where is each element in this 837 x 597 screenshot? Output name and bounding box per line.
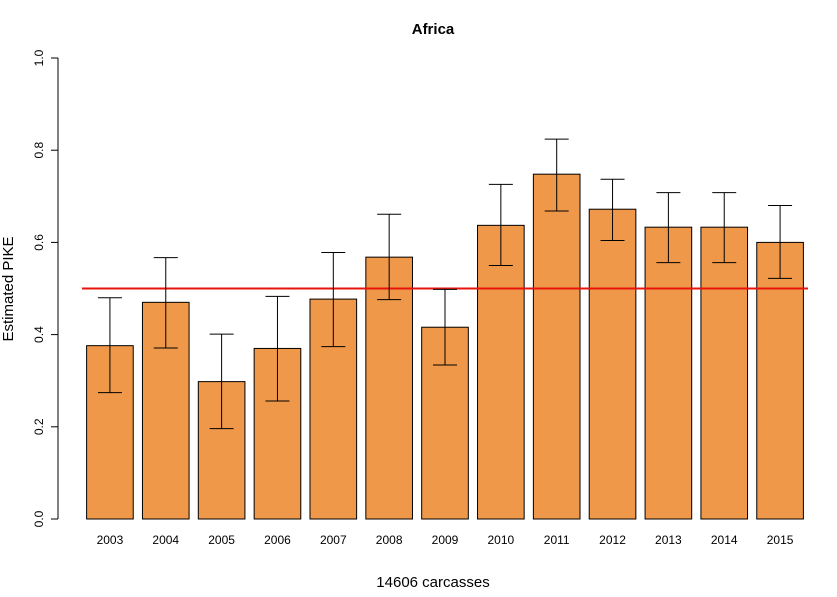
x-tick-label: 2007 <box>320 533 347 547</box>
x-axis-ticks: 2003 2004 2005 2006 2007 2008 2009 2010 2011 2012… <box>97 533 794 547</box>
x-axis-label: 14606 carcasses <box>376 574 489 591</box>
y-tick-label: 0.4 <box>32 326 46 343</box>
bar-2014 <box>700 226 749 520</box>
y-tick-label: 0.8 <box>32 142 46 159</box>
bar-2008 <box>365 256 413 520</box>
error-bars <box>97 138 793 430</box>
y-tick-label: 0.2 <box>32 418 46 435</box>
x-tick-label: 2005 <box>208 533 235 547</box>
x-tick-label: 2003 <box>97 533 124 547</box>
x-tick-label: 2008 <box>376 533 403 547</box>
bar-2012 <box>588 208 637 520</box>
chart-title: Africa <box>412 21 455 38</box>
x-tick-label: 2015 <box>767 533 794 547</box>
bar-2015 <box>756 241 804 520</box>
x-tick-label: 2010 <box>487 533 514 547</box>
bar-2011 <box>532 173 581 520</box>
x-tick-label: 2009 <box>432 533 459 547</box>
x-tick-label: 2011 <box>544 533 570 547</box>
x-tick-label: 2006 <box>264 533 291 547</box>
bar-2013 <box>644 226 693 520</box>
y-tick-label: 0.6 <box>32 234 46 251</box>
y-tick-label: 0.0 <box>32 510 46 527</box>
x-tick-label: 2013 <box>655 533 682 547</box>
x-tick-label: 2004 <box>152 533 179 547</box>
x-tick-label: 2014 <box>711 533 738 547</box>
bar-2010 <box>477 224 525 520</box>
x-tick-label: 2012 <box>599 533 626 547</box>
y-axis: 0.0 0.2 0.4 0.6 0.8 1.0 <box>32 49 59 527</box>
bar-2009 <box>421 326 469 520</box>
y-axis-label: Estimated PIKE <box>0 236 17 341</box>
y-tick-label: 1.0 <box>32 49 46 66</box>
